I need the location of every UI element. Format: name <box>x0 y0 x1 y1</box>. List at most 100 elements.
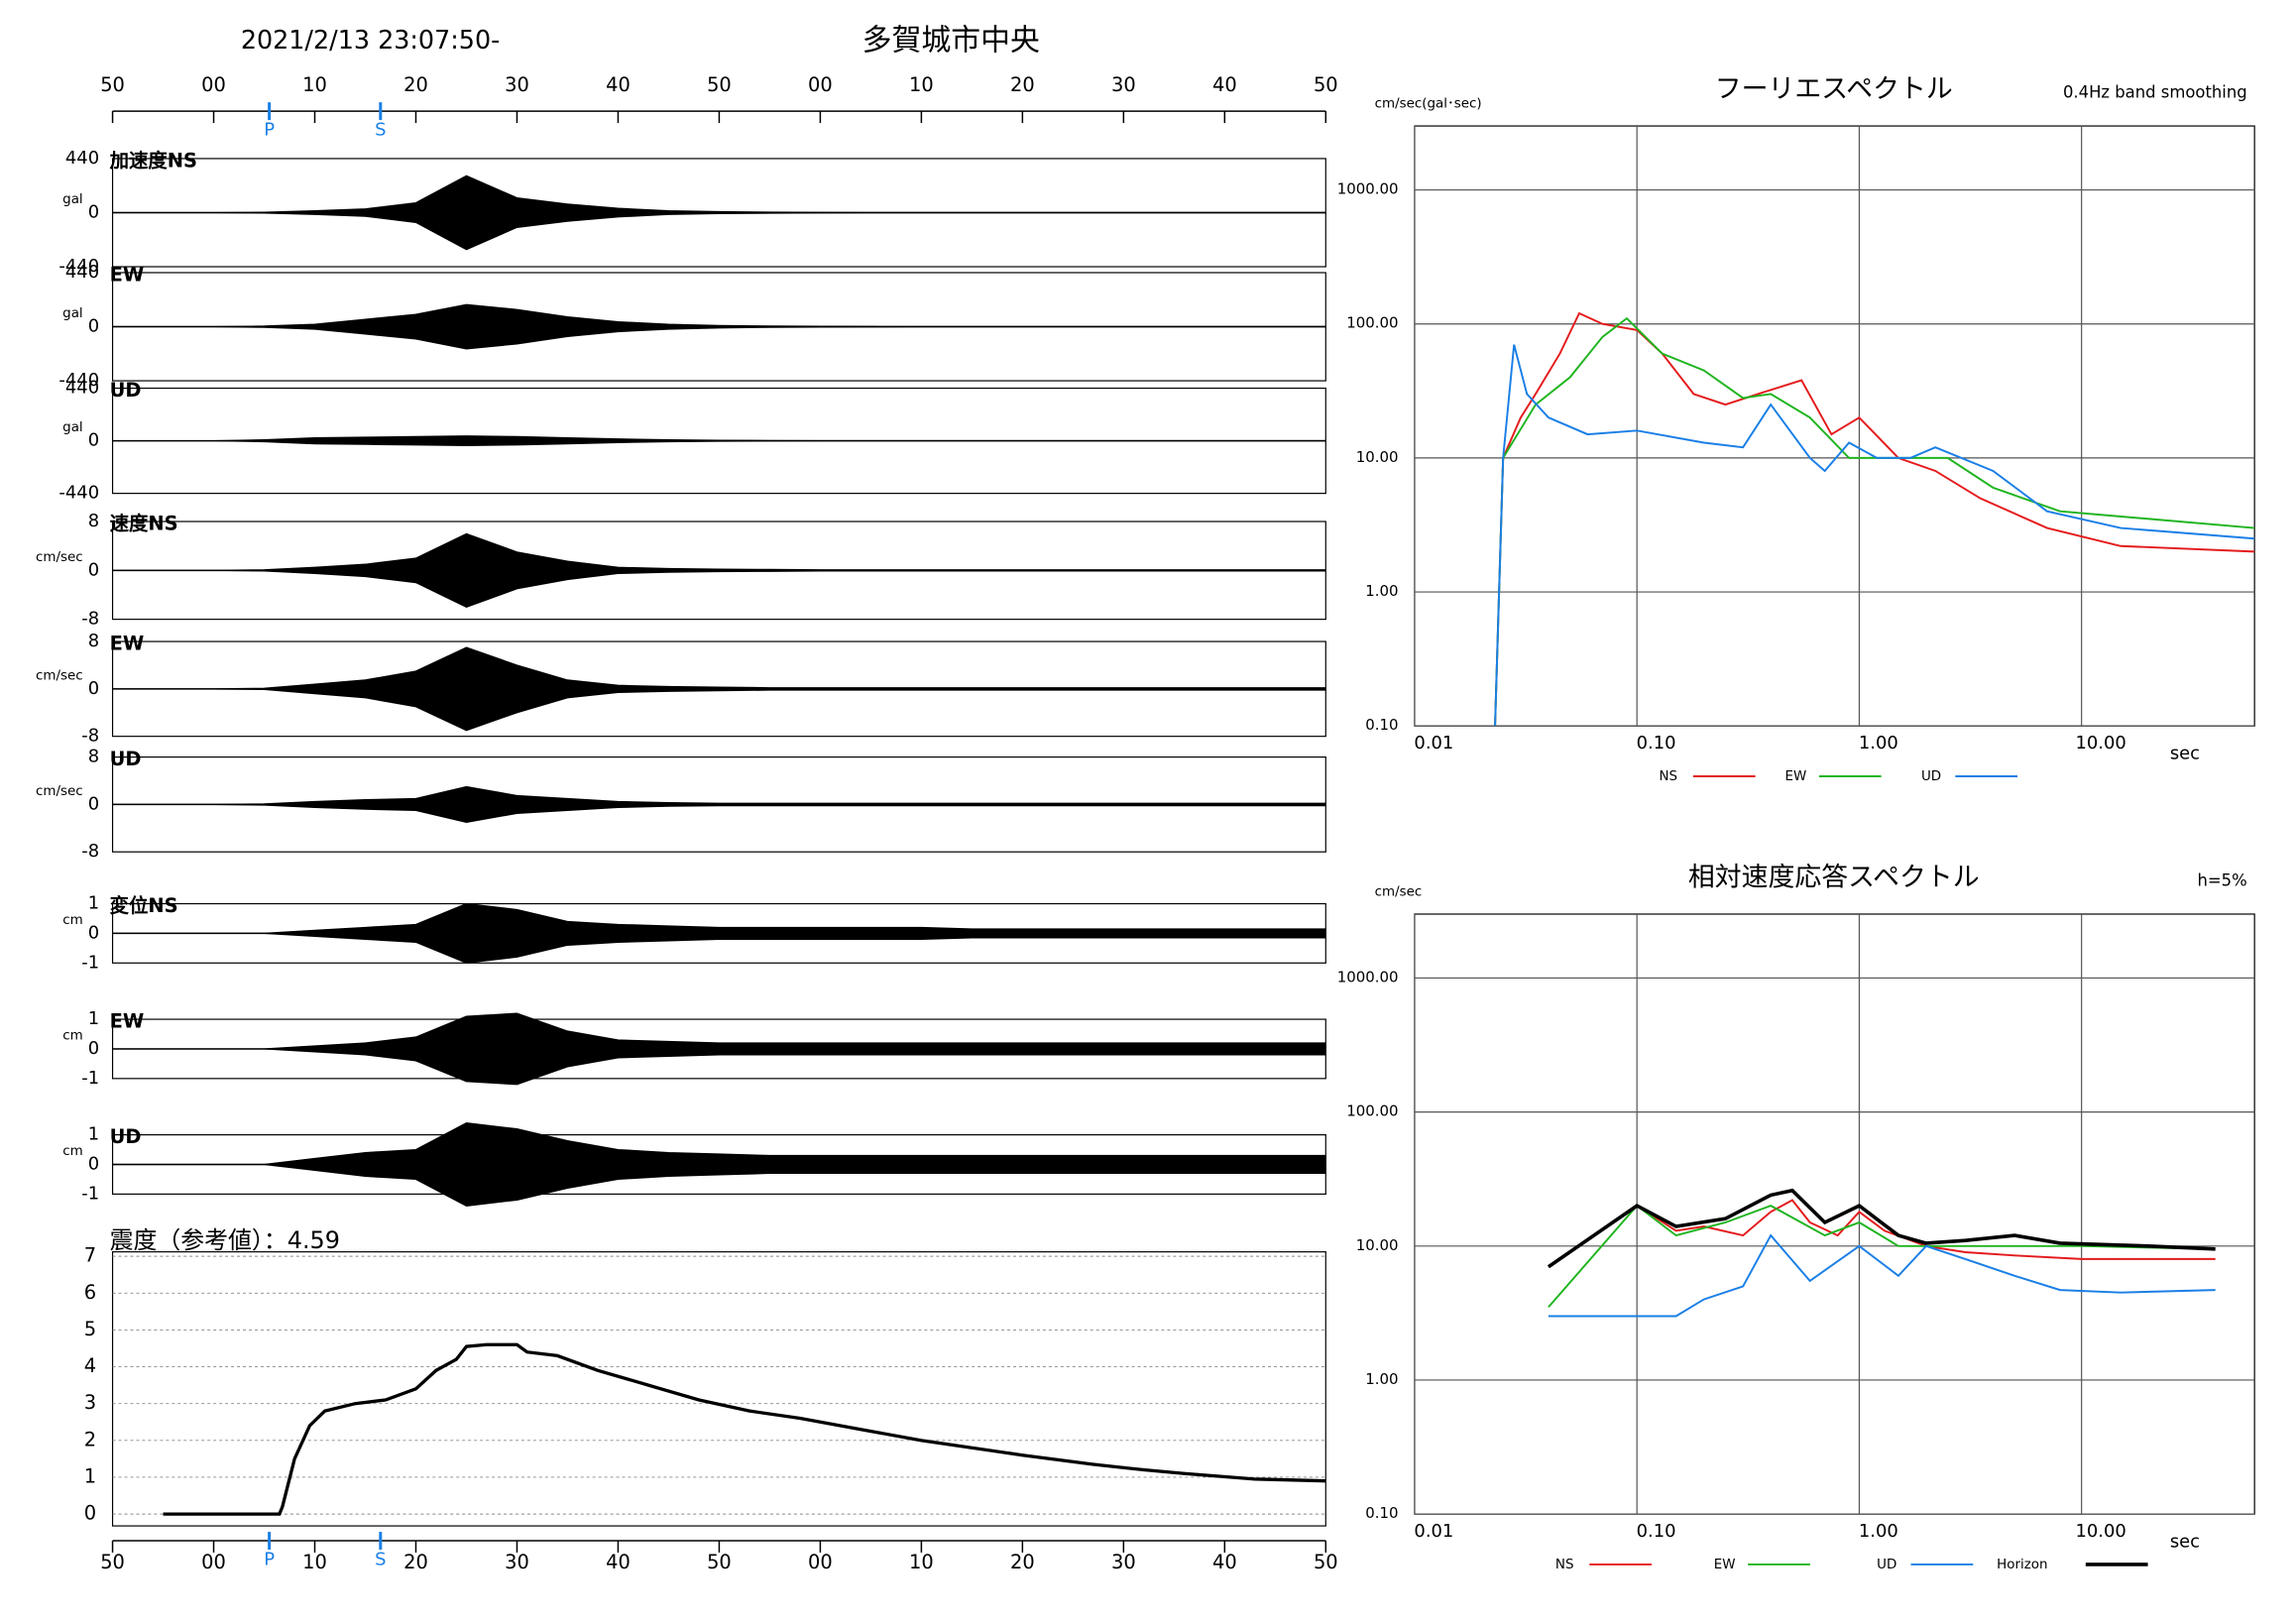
y-tick-label: 0 <box>88 793 99 814</box>
unit-label: cm/sec <box>36 784 83 799</box>
y-tick-label: 440 <box>65 148 99 169</box>
waveform-envelope <box>112 902 1326 964</box>
phase-label: S <box>375 1549 386 1569</box>
record-time: 2021/2/13 23:07:50- <box>241 25 500 55</box>
y-tick-label: 8 <box>88 747 99 767</box>
y-tick-label: 5 <box>84 1318 96 1340</box>
y-tick-label: 440 <box>65 262 99 283</box>
waveform-envelope <box>112 1122 1326 1207</box>
waveform-envelope <box>112 303 1326 350</box>
y-tick-label: -8 <box>81 841 99 862</box>
spectrum-line <box>1547 1188 2216 1269</box>
x-tick-label: 0.01 <box>1414 1521 1453 1542</box>
x-tick-label: 0.10 <box>1637 733 1676 754</box>
unit-label: cm/sec <box>36 550 83 565</box>
phase-label: P <box>264 120 275 141</box>
phase-label: S <box>375 120 386 141</box>
legend-label: NS <box>1659 769 1677 784</box>
intensity-line <box>163 1342 1326 1516</box>
x-tick-label: 50 <box>1314 73 1338 96</box>
waveform-envelope <box>112 646 1326 732</box>
legend-label: UD <box>1877 1558 1896 1572</box>
y-tick-label: -1 <box>81 952 99 973</box>
y-tick-label: 0.10 <box>1365 716 1398 734</box>
y-tick-label: -440 <box>58 483 99 504</box>
legend-label: NS <box>1555 1558 1574 1572</box>
y-tick-label: 440 <box>65 378 99 399</box>
y-tick-label: 0 <box>88 678 99 699</box>
x-tick-label: 1.00 <box>1859 733 1898 754</box>
y-axis-label: cm/sec <box>1375 885 1423 900</box>
y-tick-label: 100.00 <box>1346 314 1398 332</box>
y-tick-label: 3 <box>84 1391 96 1414</box>
y-tick-label: 8 <box>88 631 99 651</box>
x-tick-label: 10.00 <box>2075 733 2125 754</box>
x-tick-label: 00 <box>201 73 226 96</box>
x-tick-label: 0.01 <box>1414 733 1453 754</box>
spectrum-line <box>1548 1204 2216 1309</box>
y-tick-label: -1 <box>81 1068 99 1089</box>
trace-label: 変位NS <box>110 894 178 917</box>
x-tick-label: 40 <box>1212 73 1237 96</box>
x-tick-label: 00 <box>201 1551 226 1573</box>
y-tick-label: 2 <box>84 1428 96 1450</box>
y-tick-label: -440 <box>58 256 99 277</box>
x-tick-label: 20 <box>1010 1551 1035 1573</box>
x-tick-label: 20 <box>403 1551 428 1573</box>
x-tick-label: 30 <box>505 1551 529 1573</box>
legend-label: Horizon <box>1997 1558 2047 1572</box>
legend-label: UD <box>1921 769 1941 784</box>
x-tick-label: 50 <box>1314 1551 1338 1573</box>
y-tick-label: 1.00 <box>1365 582 1398 600</box>
chart-subtitle: 0.4Hz band smoothing <box>2063 83 2247 102</box>
trace-label: UD <box>110 748 142 770</box>
y-tick-label: 1 <box>84 1464 96 1487</box>
y-tick-label: 100.00 <box>1346 1102 1398 1120</box>
chart-title: フーリエスペクトル <box>1715 74 1953 105</box>
y-tick-label: 1000.00 <box>1337 968 1399 985</box>
x-tick-label: 50 <box>707 73 732 96</box>
y-tick-label: 10.00 <box>1356 448 1399 466</box>
x-tick-label: 30 <box>1111 73 1136 96</box>
y-tick-label: 0 <box>88 430 99 451</box>
chart-subtitle: h=5% <box>2197 871 2246 890</box>
y-tick-label: 6 <box>84 1281 96 1304</box>
x-tick-label: 40 <box>606 73 631 96</box>
y-tick-label: 10.00 <box>1356 1236 1399 1254</box>
y-tick-label: 0 <box>88 922 99 943</box>
waveform-envelope <box>112 532 1326 608</box>
intensity-title: 震度（参考値）：4.59 <box>110 1226 340 1254</box>
intensity-frame <box>111 1251 1326 1527</box>
x-tick-label: 1.00 <box>1859 1521 1898 1542</box>
y-tick-label: -8 <box>81 609 99 630</box>
y-tick-label: -1 <box>81 1183 99 1204</box>
y-tick-label: 8 <box>88 511 99 531</box>
x-tick-label: 30 <box>505 73 529 96</box>
legend-label: EW <box>1785 769 1807 784</box>
x-tick-label: 50 <box>100 73 125 96</box>
y-tick-label: 1 <box>88 893 99 914</box>
waveform-envelope <box>112 1012 1326 1086</box>
trace-label: EW <box>110 1010 145 1033</box>
x-tick-label: 40 <box>1212 1551 1237 1573</box>
spectrum-line <box>1494 316 2255 727</box>
spectrum-line <box>1548 1233 2216 1318</box>
x-tick-label: 10 <box>909 1551 934 1573</box>
phase-label: P <box>264 1549 275 1569</box>
y-tick-label: 0.10 <box>1365 1504 1398 1522</box>
chart-title: 相対速度応答スペクトル <box>1688 863 1980 893</box>
x-tick-label: 00 <box>808 1551 833 1573</box>
waveform-envelope <box>112 785 1326 823</box>
x-tick-label: 10 <box>302 1551 327 1573</box>
unit-label: gal <box>62 306 82 321</box>
x-tick-label: 00 <box>808 73 833 96</box>
unit-label: cm <box>62 1028 82 1043</box>
y-tick-label: 1 <box>88 1124 99 1145</box>
unit-label: gal <box>62 192 82 207</box>
x-axis-label: sec <box>2170 1532 2200 1553</box>
legend-label: EW <box>1714 1558 1736 1572</box>
y-tick-label: 1 <box>88 1008 99 1029</box>
y-tick-label: 0 <box>88 559 99 580</box>
trace-label: UD <box>110 379 142 402</box>
